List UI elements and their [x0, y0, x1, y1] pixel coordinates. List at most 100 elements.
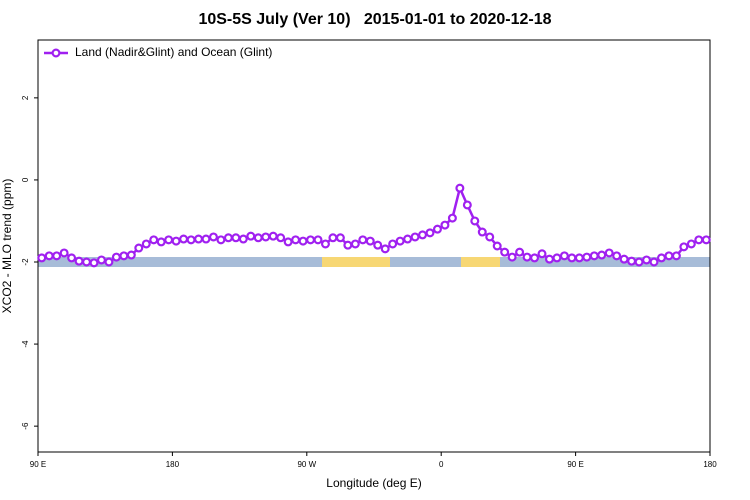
point [149, 235, 159, 245]
surface-land [461, 257, 500, 267]
point [537, 249, 547, 259]
point [530, 253, 540, 263]
point [462, 200, 472, 210]
point [298, 236, 308, 246]
point [432, 224, 442, 234]
legend-label: Land (Nadir&Glint) and Ocean (Glint) [75, 45, 272, 59]
point [358, 235, 368, 245]
point [194, 234, 204, 244]
point [126, 250, 136, 260]
point [649, 257, 659, 267]
point [559, 251, 569, 261]
point [634, 257, 644, 267]
point [440, 220, 450, 230]
point [388, 239, 398, 249]
y-tick-label: -2 [21, 258, 30, 266]
point [515, 247, 525, 257]
point [82, 257, 92, 267]
x-tick-label: 0 [439, 460, 444, 469]
point [380, 244, 390, 254]
y-axis-label: XCO2 - MLO trend (ppm) [0, 179, 14, 314]
point [96, 255, 106, 265]
point [485, 232, 495, 242]
point [231, 233, 241, 243]
point [52, 251, 62, 261]
point [328, 233, 338, 243]
point [134, 243, 144, 253]
point [619, 254, 629, 264]
y-tick-label: 2 [21, 95, 30, 100]
point [664, 251, 674, 261]
point [238, 234, 248, 244]
point [612, 251, 622, 261]
point [306, 235, 316, 245]
point [425, 228, 435, 238]
point [111, 252, 121, 262]
point [223, 233, 233, 243]
point [500, 247, 510, 257]
point [627, 256, 637, 266]
x-tick-label: 180 [703, 460, 717, 469]
point [671, 251, 681, 261]
point [59, 248, 69, 258]
point [477, 227, 487, 237]
x-axis-label: Longitude (deg E) [326, 476, 421, 490]
point [89, 258, 99, 268]
x-tick-label: 180 [166, 460, 180, 469]
point [522, 252, 532, 262]
point [164, 235, 174, 245]
point [291, 235, 301, 245]
point [507, 252, 517, 262]
point [313, 235, 323, 245]
point [276, 233, 286, 243]
surface-ocean [390, 257, 461, 267]
x-tick-label: 90 E [567, 460, 583, 469]
point [201, 234, 211, 244]
point [403, 234, 413, 244]
point [253, 233, 263, 243]
point [604, 248, 614, 258]
x-tick-label: 90 W [297, 460, 316, 469]
point [156, 237, 166, 247]
point [552, 253, 562, 263]
point [642, 255, 652, 265]
point [373, 240, 383, 250]
point [567, 253, 577, 263]
legend-marker [51, 48, 61, 58]
point [492, 241, 502, 251]
point [679, 242, 689, 252]
y-tick-label: -6 [21, 422, 30, 430]
point [447, 213, 457, 223]
point [686, 239, 696, 249]
point [350, 239, 360, 249]
point [104, 257, 114, 267]
point [410, 232, 420, 242]
surface-bar [38, 257, 710, 267]
point [656, 253, 666, 263]
point [544, 254, 554, 264]
chart-title: 10S-5S July (Ver 10) 2015-01-01 to 2020-… [198, 11, 551, 28]
point [44, 251, 54, 261]
y-tick-label: 0 [21, 177, 30, 182]
point [574, 253, 584, 263]
point [208, 232, 218, 242]
point [141, 239, 151, 249]
point [365, 236, 375, 246]
point [283, 237, 293, 247]
point [261, 232, 271, 242]
point [268, 231, 278, 241]
point [171, 236, 181, 246]
point [343, 240, 353, 250]
point [582, 252, 592, 262]
point [694, 235, 704, 245]
point [455, 183, 465, 193]
point [67, 253, 77, 263]
point [37, 253, 47, 263]
point [597, 250, 607, 260]
point [246, 231, 256, 241]
point [216, 235, 226, 245]
x-tick-label: 90 E [30, 460, 46, 469]
point [74, 256, 84, 266]
point [418, 230, 428, 240]
